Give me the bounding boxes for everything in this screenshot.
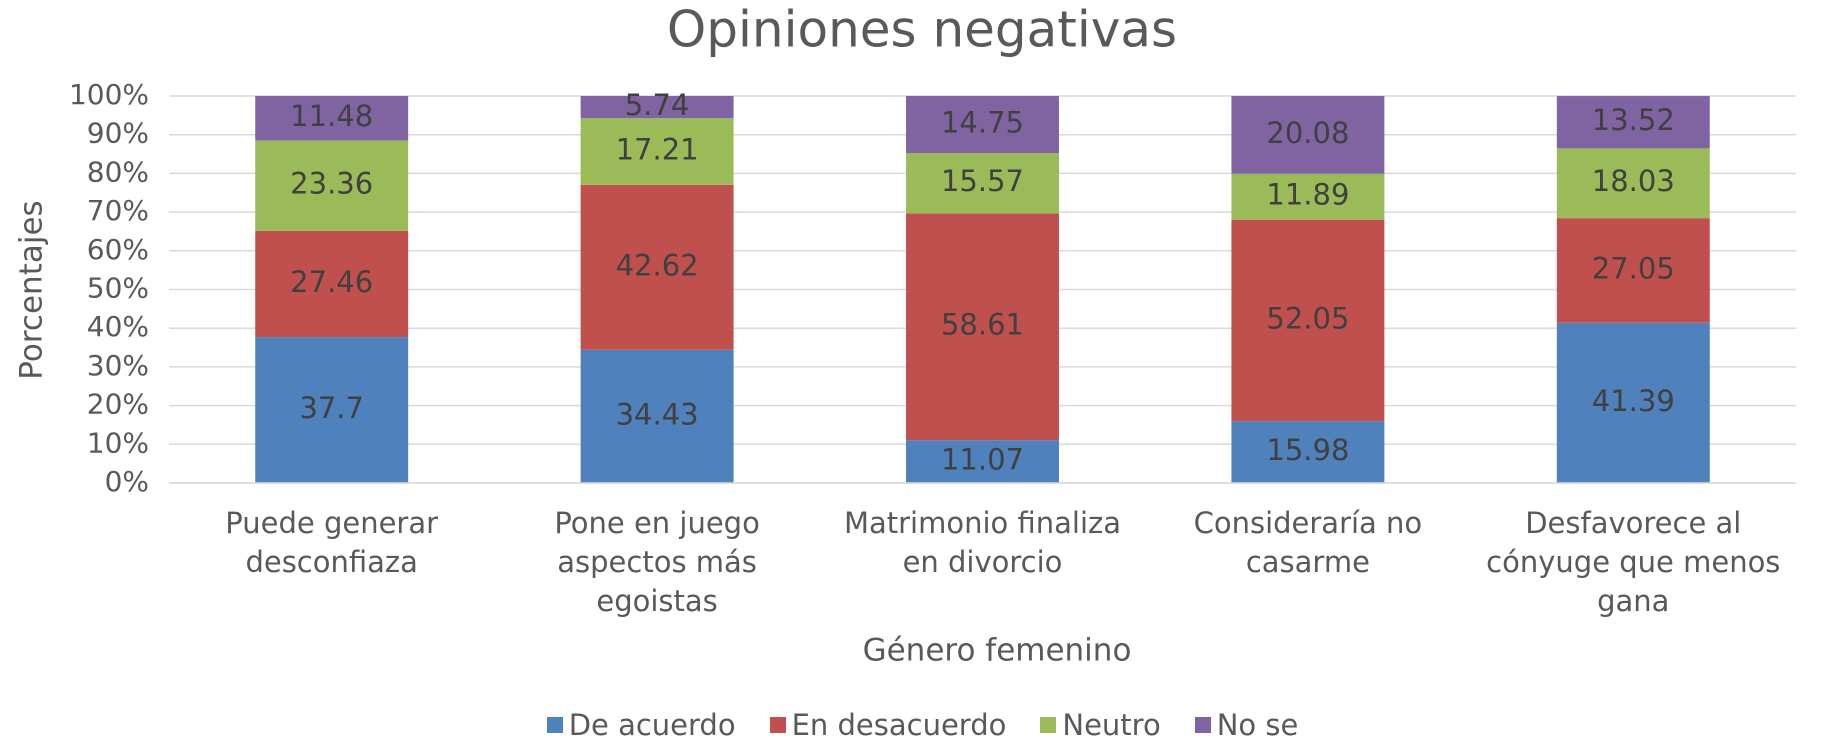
- x-tick-label: Pone en juego aspectos más egoistas: [554, 506, 760, 618]
- bar-segment: [255, 140, 409, 231]
- bar-segment: [906, 440, 1059, 483]
- x-tick-label: Desfavorece al cónyuge que menos gana: [1486, 506, 1781, 618]
- bar-segment: [1231, 96, 1385, 174]
- legend-label: De acuerdo: [568, 708, 736, 742]
- bar-segment: [1556, 96, 1710, 149]
- legend-label: No se: [1216, 708, 1299, 742]
- bar-segment: [1231, 173, 1385, 220]
- data-label: 18.03: [1592, 164, 1675, 198]
- bar-segment: [906, 153, 1059, 214]
- x-tick-label: Puede generar desconfiaza: [225, 506, 439, 579]
- legend-swatch: [546, 717, 563, 733]
- data-label: 41.39: [1592, 384, 1675, 418]
- y-tick-label: 100%: [69, 78, 149, 111]
- bar-segment: [1231, 219, 1385, 422]
- data-label: 17.21: [616, 133, 699, 167]
- bar-segment: [1556, 218, 1710, 323]
- data-label: 11.07: [941, 443, 1024, 477]
- y-tick-label: 50%: [87, 272, 149, 305]
- y-tick-label: 30%: [87, 349, 149, 382]
- x-tick-label: Matrimonio finaliza en divorcio: [843, 506, 1122, 579]
- bar-segment: [580, 184, 734, 350]
- y-tick-label: 80%: [87, 155, 149, 188]
- bar-segment: [906, 96, 1059, 154]
- data-label: 15.57: [941, 164, 1024, 198]
- y-tick-label: 70%: [87, 194, 149, 227]
- y-axis-title: Porcentajes: [14, 200, 50, 379]
- y-tick-label: 10%: [87, 426, 149, 459]
- legend-item: Neutro: [1040, 708, 1161, 742]
- data-label: 34.43: [616, 397, 699, 431]
- legend-swatch: [1194, 717, 1211, 733]
- data-label: 27.46: [290, 265, 373, 299]
- data-label: 52.05: [1266, 301, 1349, 335]
- bar-segment: [906, 213, 1059, 441]
- legend-label: En desacuerdo: [791, 708, 1007, 742]
- y-tick-label: 60%: [87, 233, 149, 266]
- data-label: 13.52: [1592, 103, 1675, 137]
- data-label: 11.48: [290, 99, 373, 133]
- legend-label: Neutro: [1062, 708, 1161, 742]
- legend-item: De acuerdo: [546, 708, 736, 742]
- y-tick-label: 20%: [87, 388, 149, 421]
- bar-segment: [1556, 322, 1710, 483]
- x-axis-title: Género femenino: [863, 633, 1132, 669]
- data-label: 58.61: [941, 308, 1024, 342]
- bar-segment: [580, 349, 734, 483]
- data-label: 42.62: [616, 248, 699, 282]
- bar-segment: [580, 96, 734, 119]
- data-label: 15.98: [1266, 433, 1349, 467]
- data-label: 20.08: [1266, 116, 1349, 150]
- bar-segment: [255, 230, 409, 338]
- data-label: 27.05: [1592, 251, 1675, 285]
- x-tick-label: Consideraría no casarme: [1193, 506, 1423, 579]
- legend-swatch: [1040, 717, 1057, 733]
- data-label: 11.89: [1266, 178, 1349, 212]
- legend-swatch: [769, 717, 786, 733]
- data-label: 23.36: [290, 167, 373, 201]
- y-tick-label: 0%: [105, 465, 149, 498]
- chart-title: Opiniones negativas: [667, 1, 1177, 59]
- bar-segment: [1231, 421, 1385, 483]
- bar-segment: [580, 118, 734, 185]
- data-label: 14.75: [941, 106, 1024, 140]
- bar-segment: [255, 96, 409, 141]
- y-tick-label: 90%: [87, 117, 149, 150]
- data-label: 5.74: [625, 88, 690, 122]
- legend: De acuerdo En desacuerdo Neutro No se: [0, 708, 1845, 742]
- y-tick-label: 40%: [87, 310, 149, 343]
- bar-segment: [1556, 148, 1710, 219]
- legend-item: En desacuerdo: [769, 708, 1007, 742]
- data-label: 37.7: [299, 391, 364, 425]
- legend-item: No se: [1194, 708, 1299, 742]
- bar-segment: [255, 337, 409, 483]
